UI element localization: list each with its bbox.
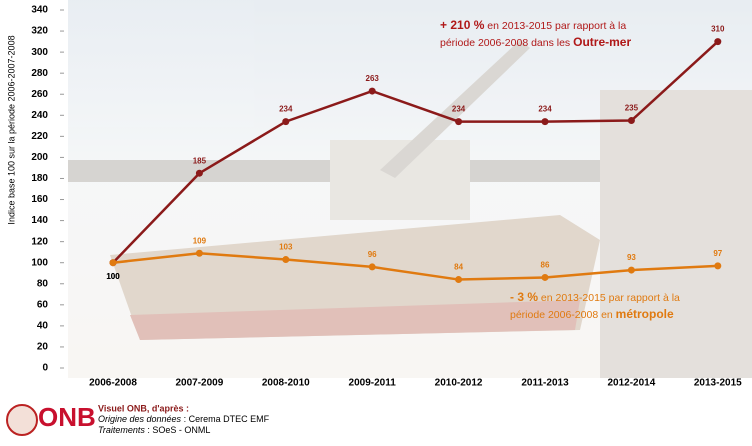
data-point [282, 256, 290, 264]
data-point [455, 276, 463, 284]
y-tick-label: 340 [31, 5, 48, 16]
annotation-part: période 2006-2008 en [510, 309, 616, 321]
y-tick-label: 280 [31, 68, 48, 79]
data-label: 234 [452, 105, 466, 114]
y-tick-label: 220 [31, 131, 48, 142]
data-label: 96 [368, 250, 377, 259]
data-label: 234 [279, 105, 293, 114]
y-tick-label: 80 [37, 278, 49, 289]
data-label: 97 [713, 249, 722, 258]
annotation: + 210 % en 2013-2015 par rapport à la [440, 18, 626, 32]
x-tick-label: 2007-2009 [175, 378, 223, 389]
data-point [282, 118, 290, 126]
y-tick-label: 60 [37, 299, 49, 310]
data-point [627, 117, 635, 125]
x-tick-label: 2006-2008 [89, 378, 137, 389]
data-point [195, 169, 203, 177]
annotation-part: métropole [616, 307, 674, 321]
data-point [714, 38, 722, 46]
x-tick-label: 2013-2015 [694, 378, 742, 389]
data-point [541, 118, 549, 126]
y-tick-label: 40 [37, 321, 49, 332]
y-tick-label: 20 [37, 342, 49, 353]
data-point [195, 249, 203, 257]
data-label: 310 [711, 25, 725, 34]
series-line [112, 40, 719, 264]
x-tick-label: 2011-2013 [521, 378, 569, 389]
y-tick-label: 300 [31, 47, 48, 58]
data-label: 234 [538, 105, 552, 114]
data-point [714, 262, 722, 270]
data-point [455, 118, 463, 126]
y-tick-label: 260 [31, 89, 48, 100]
annotation-part: Outre-mer [573, 35, 631, 49]
background-photo [68, 0, 752, 378]
y-tick-label: 120 [31, 236, 48, 247]
footer: ONB Visuel ONB, d'après : Origine des do… [6, 402, 270, 436]
data-point [109, 259, 117, 267]
source-label: Origine des données [98, 414, 182, 424]
x-tick-label: 2012-2014 [607, 378, 655, 389]
annotation-part: en 2013-2015 par rapport à la [538, 292, 680, 304]
annotation-part: en 2013-2015 par rapport à la [484, 20, 626, 32]
series-line [112, 251, 718, 281]
data-label: 84 [454, 263, 463, 272]
y-tick-label: 240 [31, 110, 48, 121]
data-label: 109 [193, 236, 207, 245]
data-point [368, 263, 376, 271]
y-tick-label: 140 [31, 215, 48, 226]
source: : Cerema DTEC EMF [181, 414, 270, 424]
y-tick-label: 160 [31, 194, 48, 205]
x-tick-label: 2009-2011 [349, 378, 397, 389]
x-tick-label: 2010-2012 [435, 378, 483, 389]
logo-text: ONB [38, 402, 96, 432]
data-label: 93 [627, 253, 636, 262]
data-point [368, 87, 376, 95]
y-tick-label: 200 [31, 152, 48, 163]
annotation-part: + 210 % [440, 18, 485, 32]
data-label: 103 [279, 243, 293, 252]
footer-processing: Traitements : SOeS - ONML [98, 425, 210, 435]
logo-icon [6, 404, 38, 436]
y-tick-label: 180 [31, 173, 48, 184]
processing: : SOeS - ONML [145, 425, 211, 435]
data-label: 100 [106, 272, 120, 281]
data-label: 100 [106, 272, 120, 281]
data-point [541, 273, 549, 281]
processing-label: Traitements [98, 425, 145, 435]
annotation-part: période 2006-2008 dans les [440, 37, 573, 49]
footer-source: Origine des données : Cerema DTEC EMF [98, 414, 270, 424]
annotation: période 2006-2008 dans les Outre-mer [440, 35, 631, 49]
y-tick-label: 320 [31, 26, 48, 37]
data-label: 185 [193, 156, 207, 165]
y-tick-label: 0 [42, 363, 48, 374]
y-axis-label: Indice base 100 sur la période 2006-2007… [6, 35, 16, 224]
annotation: - 3 % en 2013-2015 par rapport à la [510, 290, 680, 304]
data-label: 263 [366, 74, 380, 83]
footer-heading: Visuel ONB, d'après : [98, 403, 189, 413]
annotation-part: - 3 % [510, 290, 538, 304]
data-point [627, 266, 635, 274]
data-label: 86 [541, 261, 550, 270]
x-tick-label: 2008-2010 [262, 378, 310, 389]
annotation: période 2006-2008 en métropole [510, 307, 674, 321]
y-tick-label: 100 [31, 257, 48, 268]
data-label: 235 [625, 104, 639, 113]
